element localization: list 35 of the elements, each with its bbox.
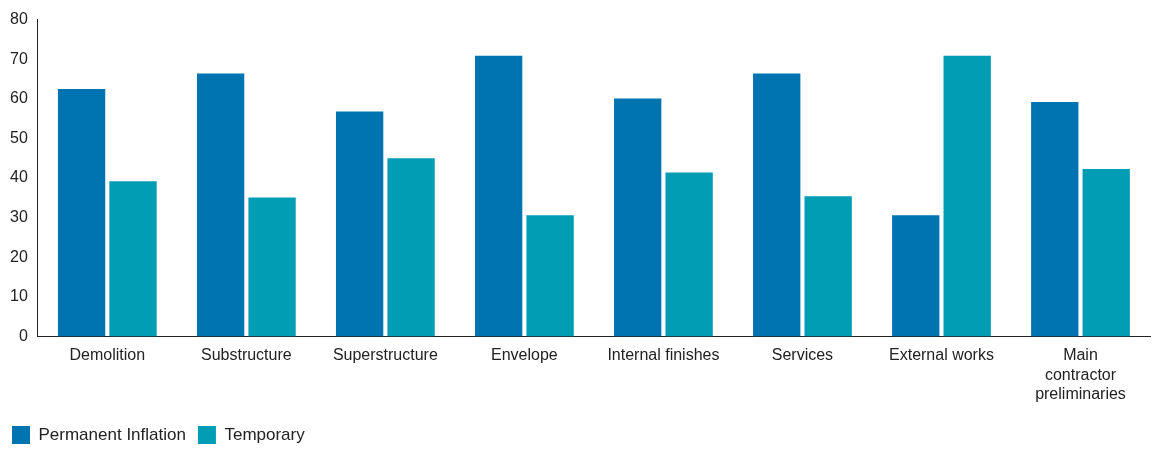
bar [57, 88, 106, 337]
bar [387, 158, 435, 337]
bar [614, 98, 662, 337]
y-tick-label: 80 [10, 10, 28, 28]
y-tick-label: 0 [18, 326, 28, 344]
x-tick-label: Envelope [491, 346, 558, 364]
y-tick-label: 50 [10, 128, 28, 146]
y-tick-label: 30 [10, 208, 28, 226]
x-tick-label: Demolition [69, 346, 146, 364]
legend-label: Temporary [224, 424, 306, 444]
bar [665, 172, 713, 337]
bar [892, 215, 940, 337]
bar [335, 111, 384, 337]
bar [1082, 168, 1130, 337]
x-tick-label: Substructure [200, 346, 292, 364]
bar [943, 55, 991, 337]
y-tick-label: 10 [10, 287, 28, 305]
bar [196, 73, 245, 337]
bar [1031, 101, 1079, 337]
y-tick-label: 60 [10, 89, 28, 107]
bar [109, 181, 157, 337]
x-tick-label: External works [889, 346, 994, 364]
bar [526, 215, 574, 337]
bar [248, 197, 296, 337]
y-tick-label: 20 [10, 247, 28, 265]
bar [804, 196, 852, 337]
x-tick-label: Internal finishes [607, 346, 720, 364]
x-tick-label: Superstructure [332, 346, 438, 364]
x-tick-label: Services [771, 346, 834, 364]
y-tick-label: 40 [10, 168, 28, 186]
legend-label: Permanent Inflation [38, 424, 186, 444]
bar [753, 73, 801, 337]
x-tick-label: Main contractor preliminaries [1035, 346, 1126, 402]
y-tick-label: 70 [10, 49, 28, 67]
bar [475, 55, 523, 337]
